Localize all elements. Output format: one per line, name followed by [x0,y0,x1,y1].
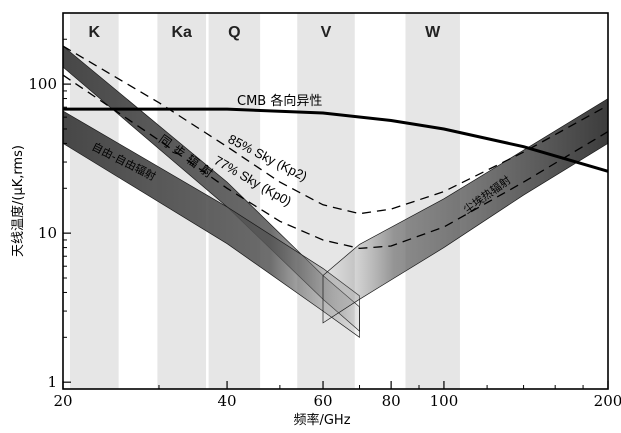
x-axis-label: 频率/GHz [293,412,350,428]
series-line [63,107,608,173]
axis-tick-labels: 20 40 60 80 100 200 1 10 100 [28,75,621,410]
band-v [297,13,355,389]
y-tick-label: 1 [47,373,57,391]
y-tick-label: 10 [38,224,57,242]
plot-frame [62,12,609,390]
foreground-bands [63,45,608,338]
series-line [63,74,608,250]
foreground-band [322,98,608,324]
foreground-band [63,110,360,338]
band-label: Ka [171,24,192,41]
series-lines [63,45,608,250]
series-line [63,45,608,215]
x-tick-label: 100 [430,392,459,410]
band-label: K [89,24,101,41]
y-axis-label: 天线温度/(μK,rms) [10,145,26,257]
x-tick-label: 20 [53,392,72,410]
x-tick-label: 60 [313,392,332,410]
x-tick-label: 80 [382,392,401,410]
band-label: Q [228,24,240,41]
x-tick-label: 200 [594,392,621,410]
band-label: V [321,24,332,41]
axis-ticks [62,12,609,389]
x-tick-label: 40 [218,392,237,410]
band-label: W [425,24,441,41]
y-tick-label: 100 [28,75,57,93]
series-label-cmb: CMB 各向异性 [237,93,322,109]
frequency-bands: K Ka Q V W [69,13,460,389]
